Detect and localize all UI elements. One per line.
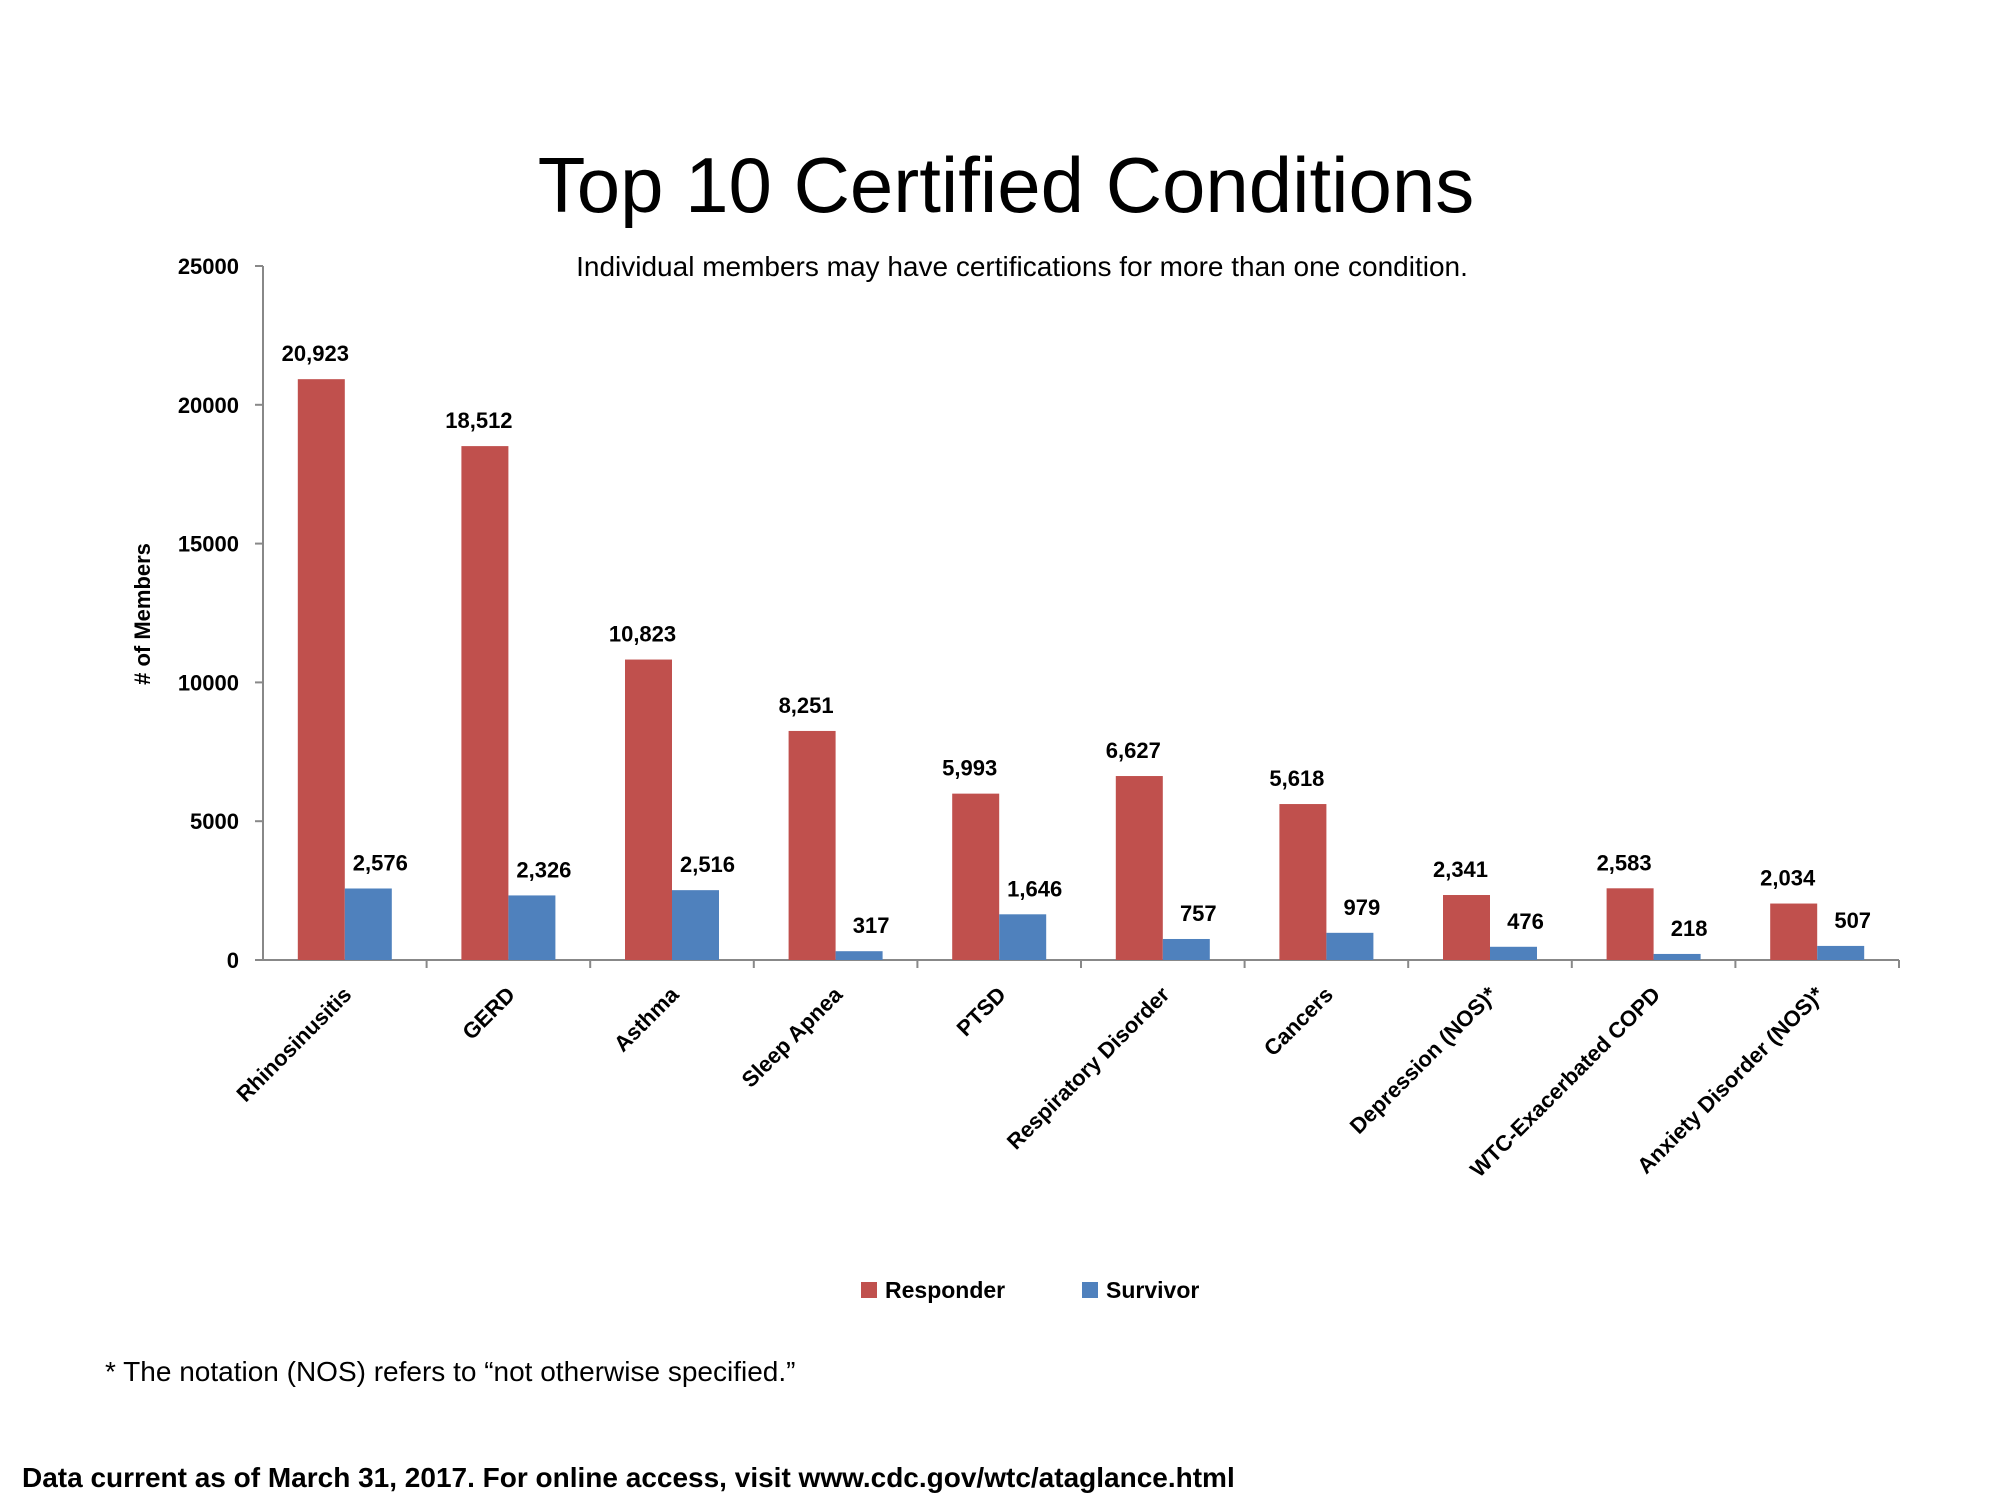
data-label: 2,516 [680,852,735,877]
data-label: 6,627 [1106,738,1161,763]
y-tick-label: 15000 [178,532,239,557]
bar-survivor [1162,938,1210,960]
data-label: 507 [1834,908,1871,933]
data-label: 18,512 [445,408,512,433]
bar-responder [297,379,345,961]
y-axis-label: # of Members [130,543,155,685]
bar-survivor [1326,932,1374,960]
bar-responder [625,659,672,960]
y-tick-label: 20000 [178,393,239,418]
bar-responder [952,793,1000,960]
data-label: 1,646 [1007,876,1062,901]
data-label: 10,823 [609,622,676,647]
y-tick-label: 25000 [178,254,239,279]
x-tick-label: GERD [457,982,520,1045]
bar-responder [1443,895,1490,960]
data-label: 5,993 [942,756,997,781]
data-label: 2,583 [1597,850,1652,875]
bar-survivor [672,890,719,960]
bar-survivor [344,888,392,960]
legend-swatch-responder [861,1282,877,1298]
bar-responder [1770,903,1818,960]
legend-label: Survivor [1106,1277,1199,1303]
x-tick-label: WTC-Exacerbated COPD [1465,982,1665,1182]
y-tick-label: 0 [227,948,239,973]
x-tick-label: Asthma [609,981,684,1056]
data-label: 317 [853,913,890,938]
bar-responder [788,730,836,960]
legend: Responder Survivor [861,1277,1199,1303]
chart-title: Top 10 Certified Conditions [538,141,1475,229]
data-label: 979 [1344,895,1381,920]
data-label: 476 [1507,909,1544,934]
bar-survivor [999,914,1047,960]
y-tick-label: 5000 [190,809,239,834]
data-label: 2,034 [1760,866,1816,891]
data-label: 2,341 [1433,857,1488,882]
x-tick-label: Rhinosinusitis [231,982,356,1107]
axes: 0 5000 10000 15000 20000 25000 Rhinosinusitis G… [178,254,1900,1182]
data-label: 757 [1180,901,1217,926]
bar-survivor [1653,953,1701,960]
bars: 20,923 2,576 18,512 2,326 10,823 2,516 8,251 31… [282,341,1871,961]
bar-responder [1115,776,1163,960]
data-label: 20,923 [282,341,349,366]
source-note: Data current as of March 31, 2017. For o… [22,1462,1235,1493]
x-tick-label: PTSD [952,982,1011,1041]
bar-responder [461,446,509,960]
x-tick-label: Cancers [1259,982,1338,1061]
data-label: 2,576 [353,850,408,875]
x-tick-label: Respiratory Disorder [1002,982,1175,1155]
bar-responder [1279,804,1327,960]
legend-swatch-survivor [1082,1282,1098,1298]
bar-survivor [1490,946,1537,960]
legend-label: Responder [885,1277,1005,1303]
footnote: * The notation (NOS) refers to “not othe… [105,1356,796,1387]
data-label: 8,251 [779,693,834,718]
data-label: 2,326 [516,857,571,882]
y-tick-label: 10000 [178,670,239,695]
bar-survivor [1817,945,1865,960]
bar-survivor [835,951,883,960]
data-label: 5,618 [1269,766,1324,791]
data-label: 218 [1671,916,1708,941]
bar-survivor [508,895,556,960]
x-tick-label: Anxiety Disorder (NOS)* [1632,982,1829,1179]
bar-responder [1606,888,1654,960]
x-tick-label: Sleep Apnea [737,981,848,1092]
chart-subtitle: Individual members may have certificatio… [576,251,1468,282]
x-tick-label: Depression (NOS)* [1345,982,1502,1139]
